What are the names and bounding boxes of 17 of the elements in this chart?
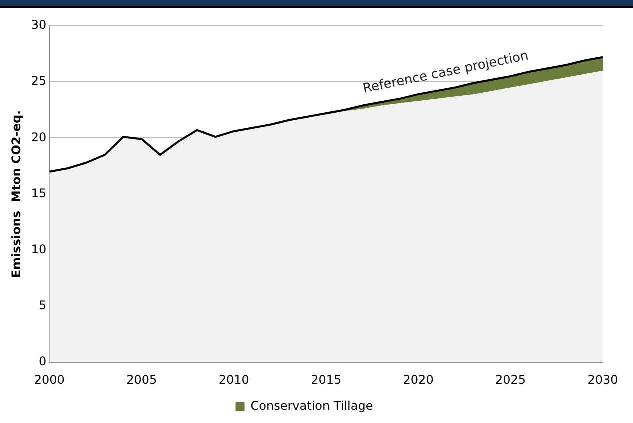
x-tick-label: 2000	[34, 372, 65, 387]
x-tick-label: 2030	[588, 372, 618, 387]
y-tick-label: 15	[31, 186, 47, 200]
legend-label: Conservation Tillage	[250, 399, 374, 414]
x-tick-label: 2025	[496, 372, 526, 387]
y-tick-label: 30	[31, 18, 47, 32]
y-axis-title: Emissions Mton CO2-eq.	[9, 110, 24, 278]
x-tick-label: 2005	[126, 372, 158, 387]
x-tick-label: 2020	[403, 372, 434, 387]
y-tick-label: 5	[39, 298, 47, 313]
y-tick-label: 0	[39, 354, 47, 369]
y-tick-label: 20	[31, 130, 47, 144]
y-tick-label: 10	[31, 242, 47, 257]
y-tick-label: 25	[31, 74, 47, 88]
x-tick-label: 2015	[311, 372, 342, 387]
x-tick-label: 2010	[218, 372, 250, 387]
annotation: Reference case projection	[362, 48, 530, 97]
